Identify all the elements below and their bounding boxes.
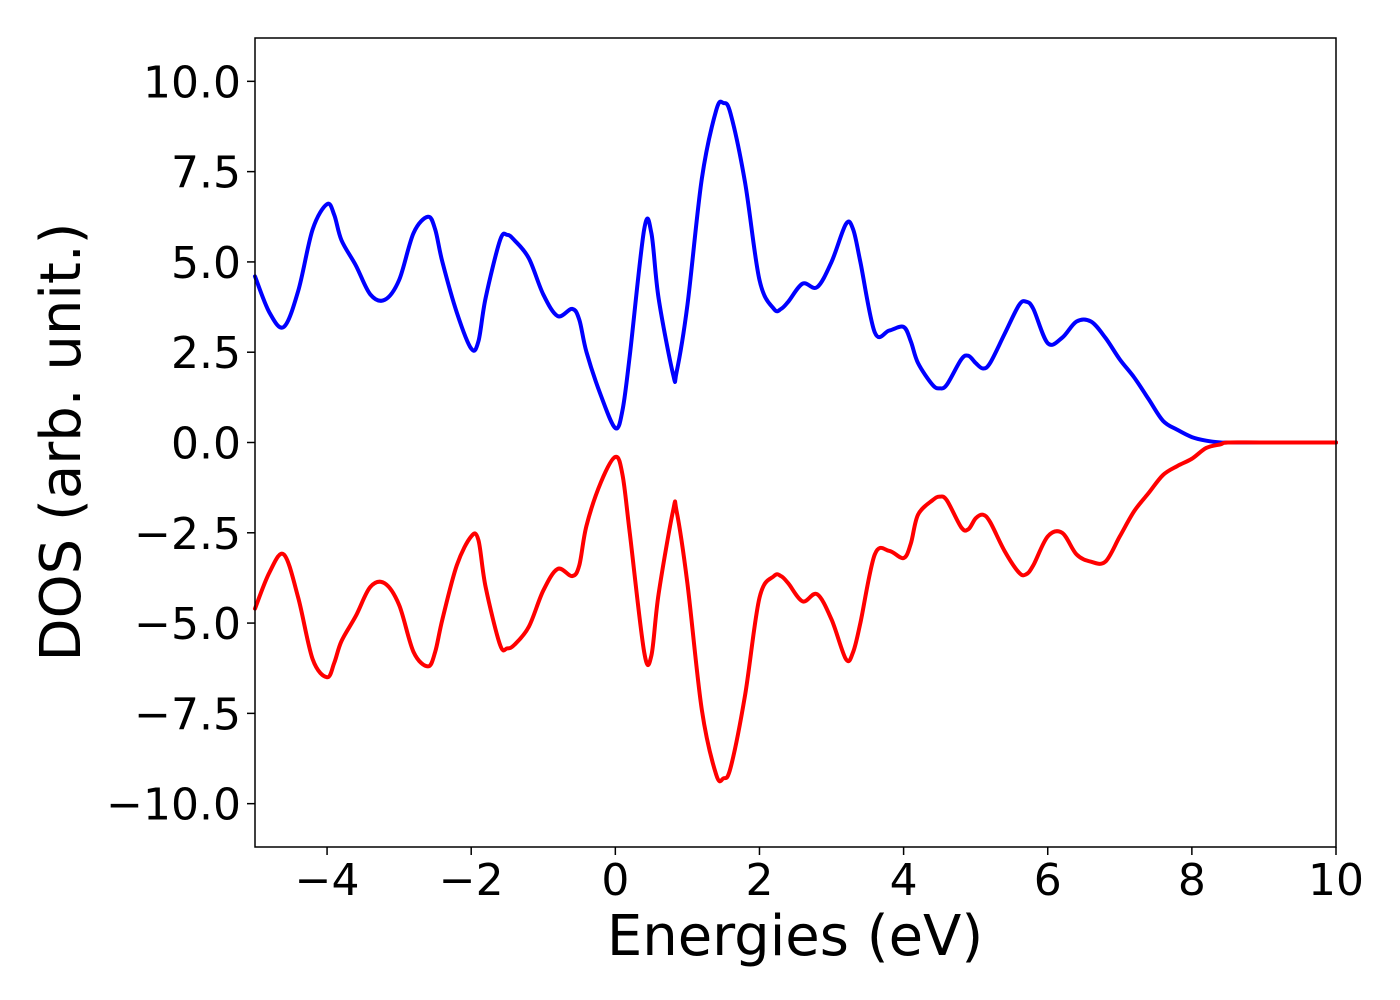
plot-frame [254, 37, 1337, 848]
x-tick-label: 4 [890, 855, 918, 906]
y-tick-label: 10.0 [143, 57, 241, 108]
axis-ticks: −4 −2 0 2 4 6 8 10 10.0 7.5 5.0 2.5 0.0 −2.5 −5.0 −7.5 −… [106, 57, 1364, 906]
y-tick-label: 2.5 [171, 328, 241, 379]
series-lines [253, 99, 1338, 784]
y-tick-label: −10.0 [106, 780, 241, 831]
x-tick-label: 0 [601, 855, 629, 906]
x-axis-label: Energies (eV) [607, 904, 983, 969]
y-tick-label: −5.0 [134, 599, 241, 650]
x-tick-label: −4 [295, 855, 360, 906]
x-tick-label: −2 [439, 855, 504, 906]
x-tick-label: 8 [1178, 855, 1206, 906]
series-line-1 [253, 99, 1338, 445]
x-tick-label: 2 [745, 855, 773, 906]
x-tick-label: 10 [1308, 855, 1364, 906]
y-tick-label: 0.0 [171, 419, 241, 470]
x-tick-label: 6 [1034, 855, 1062, 906]
y-tick-label: 5.0 [171, 238, 241, 289]
y-tick-label: −7.5 [134, 689, 241, 740]
y-tick-label: −2.5 [134, 509, 241, 560]
series-line-2 [253, 440, 1338, 784]
y-tick-label: 7.5 [171, 148, 241, 199]
y-axis-label: DOS (arb. unit.) [29, 222, 94, 661]
